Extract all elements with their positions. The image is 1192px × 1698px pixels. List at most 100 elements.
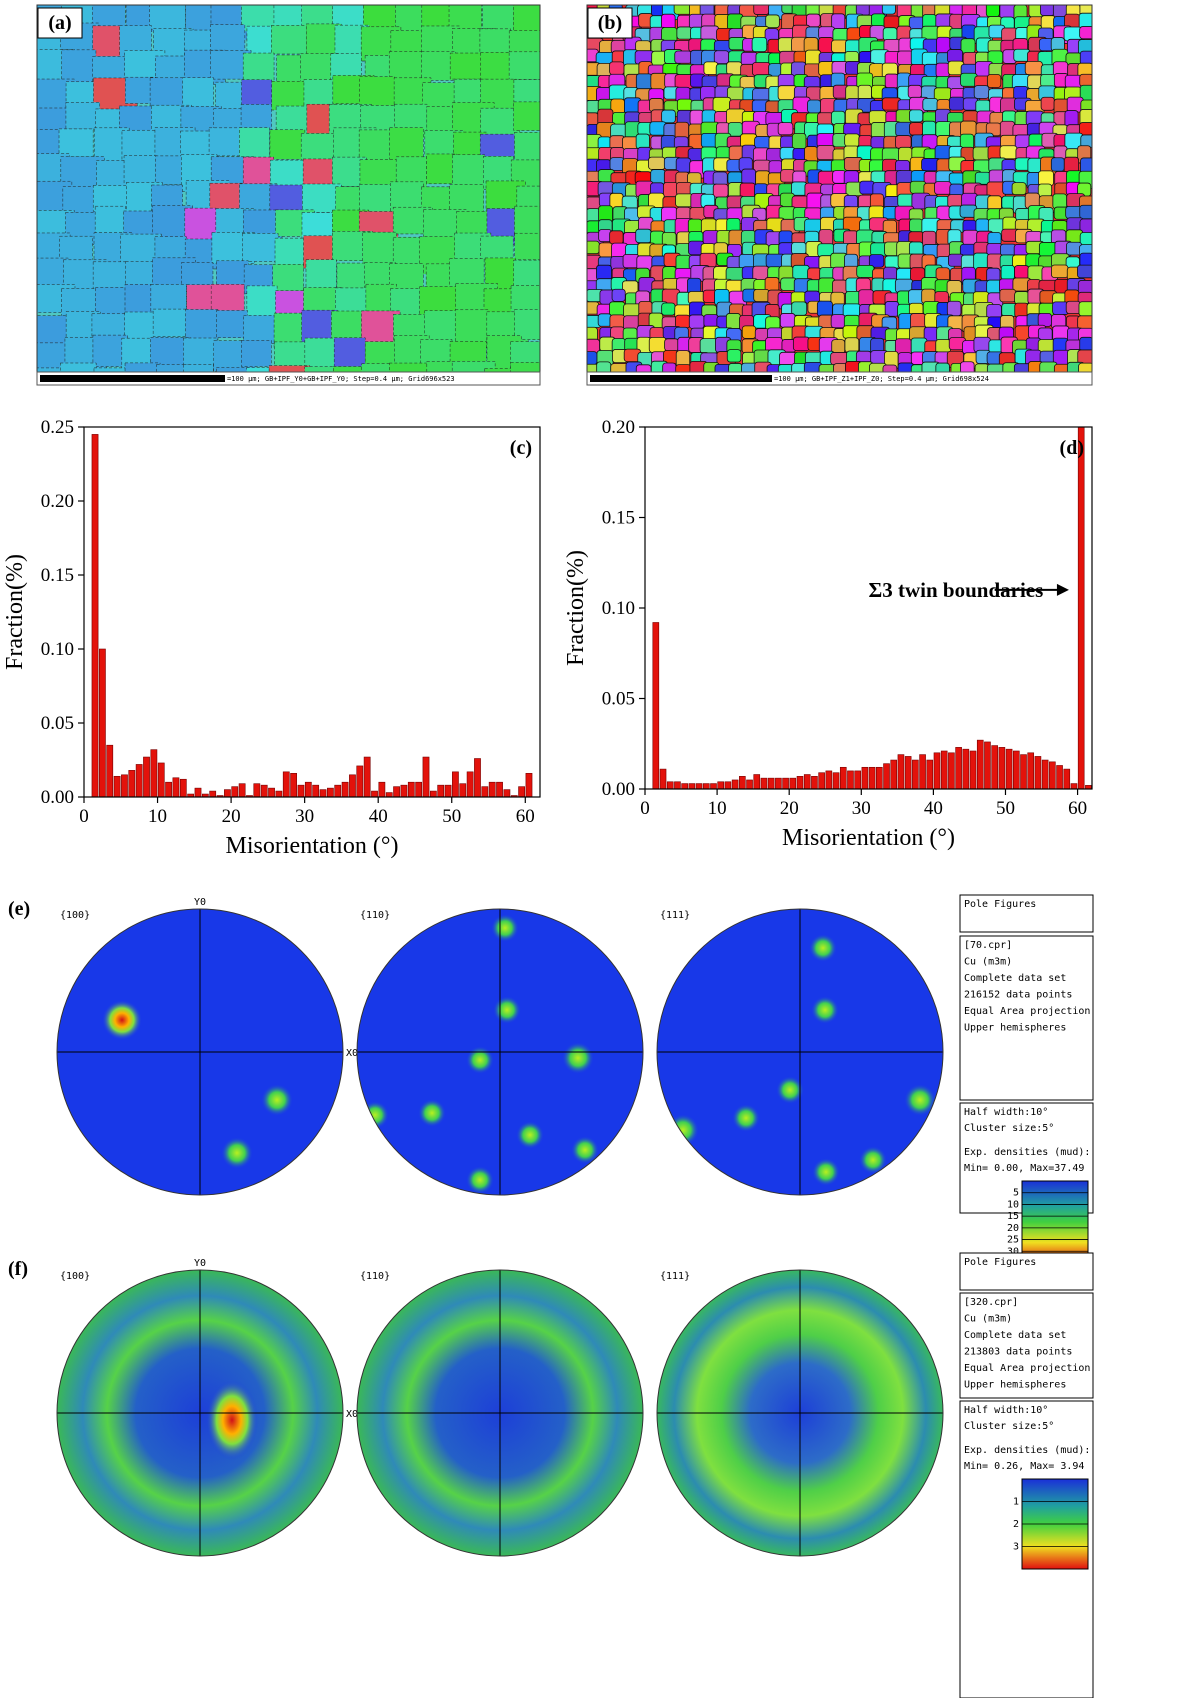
bar <box>695 783 703 790</box>
grain <box>37 257 69 286</box>
grain <box>882 364 898 372</box>
grain <box>947 49 963 63</box>
info-box <box>959 894 1094 933</box>
y-tick-label: 0.10 <box>41 639 74 660</box>
colorbar-label: 30 <box>1007 1246 1019 1257</box>
grain <box>816 145 835 161</box>
grain <box>986 74 1002 88</box>
grain <box>1038 170 1054 187</box>
grain <box>922 98 939 111</box>
pf-spot <box>571 1136 599 1164</box>
grain <box>449 184 485 213</box>
grain <box>999 120 1015 138</box>
grain <box>832 279 848 295</box>
grain <box>975 218 990 233</box>
bar <box>1070 783 1078 790</box>
grain <box>868 254 885 268</box>
settings-line: Cluster size:5° <box>964 1123 1054 1134</box>
grain <box>960 361 975 372</box>
info-line: Upper hemispheres <box>964 1023 1066 1034</box>
grain <box>359 184 393 213</box>
grain <box>246 285 278 320</box>
scale-text: =100 µm; GB+IPF_Y0+GB+IPF_Y0; Step=0.4 µ… <box>227 375 455 383</box>
bar <box>652 622 660 790</box>
grain <box>752 62 771 76</box>
bar <box>955 747 962 790</box>
bar <box>371 790 378 798</box>
pf-spot <box>361 1101 389 1129</box>
grain <box>791 181 808 196</box>
y-tick-label: 0.25 <box>41 417 74 438</box>
pf-spot <box>493 996 521 1024</box>
grain <box>242 233 279 262</box>
bar <box>674 781 681 790</box>
grain <box>688 314 705 329</box>
grain <box>241 79 273 108</box>
bar <box>99 648 106 798</box>
grain <box>830 314 846 329</box>
pf-title: {111} <box>660 1271 690 1282</box>
grain <box>272 264 304 292</box>
bar <box>113 775 121 798</box>
grain <box>703 314 719 328</box>
grain <box>674 50 693 64</box>
bar <box>422 756 430 798</box>
grain <box>985 5 1000 18</box>
bar <box>919 754 926 790</box>
bar <box>429 790 437 798</box>
grain <box>514 309 540 340</box>
pf-axis-label: Y0 <box>194 1258 206 1269</box>
grain <box>94 205 126 233</box>
grain <box>831 110 846 125</box>
grain <box>184 207 217 242</box>
grain <box>152 308 189 337</box>
bar <box>312 784 320 798</box>
bar <box>503 789 511 798</box>
bar <box>1049 761 1056 790</box>
bar <box>297 784 305 798</box>
grain <box>806 13 821 28</box>
pf-spot <box>811 996 839 1024</box>
bar <box>349 774 356 798</box>
grain <box>508 51 540 80</box>
panel-label: (e) <box>8 898 30 920</box>
bar <box>224 789 231 798</box>
grain <box>1050 157 1065 172</box>
y-tick-label: 0.20 <box>602 417 635 438</box>
grain <box>753 5 770 15</box>
pf-spot <box>206 1380 258 1460</box>
pf-outline <box>56 1269 344 1557</box>
grain <box>713 50 730 64</box>
bar <box>415 781 423 798</box>
grain <box>882 27 898 41</box>
pf-axis-label: X0 <box>346 1048 358 1059</box>
bar <box>789 777 797 790</box>
grain <box>935 62 950 78</box>
bar <box>1041 759 1049 790</box>
pf-title: {110} <box>360 910 390 921</box>
settings-line: Half width:10° <box>964 1405 1048 1416</box>
bar <box>260 784 268 798</box>
colorbar-label: 3 <box>1013 1542 1019 1553</box>
pf-spot <box>562 1042 594 1074</box>
bar <box>976 739 984 790</box>
grain <box>1079 73 1092 88</box>
pf-title: {111} <box>660 910 690 921</box>
bar <box>883 763 890 790</box>
x-tick-label: 50 <box>442 806 461 827</box>
bar <box>150 749 158 798</box>
grain <box>37 367 63 372</box>
bar <box>128 770 136 798</box>
bar <box>710 783 717 790</box>
grain <box>676 26 693 40</box>
arrow-head <box>1056 583 1069 596</box>
bar <box>231 786 239 798</box>
bar <box>688 783 696 790</box>
pf-axis-label: X0 <box>346 1409 358 1420</box>
grain <box>844 337 860 353</box>
grain <box>635 364 652 372</box>
bar <box>933 752 941 790</box>
bar <box>1020 754 1027 790</box>
x-axis-label: Misorientation (°) <box>226 833 399 859</box>
